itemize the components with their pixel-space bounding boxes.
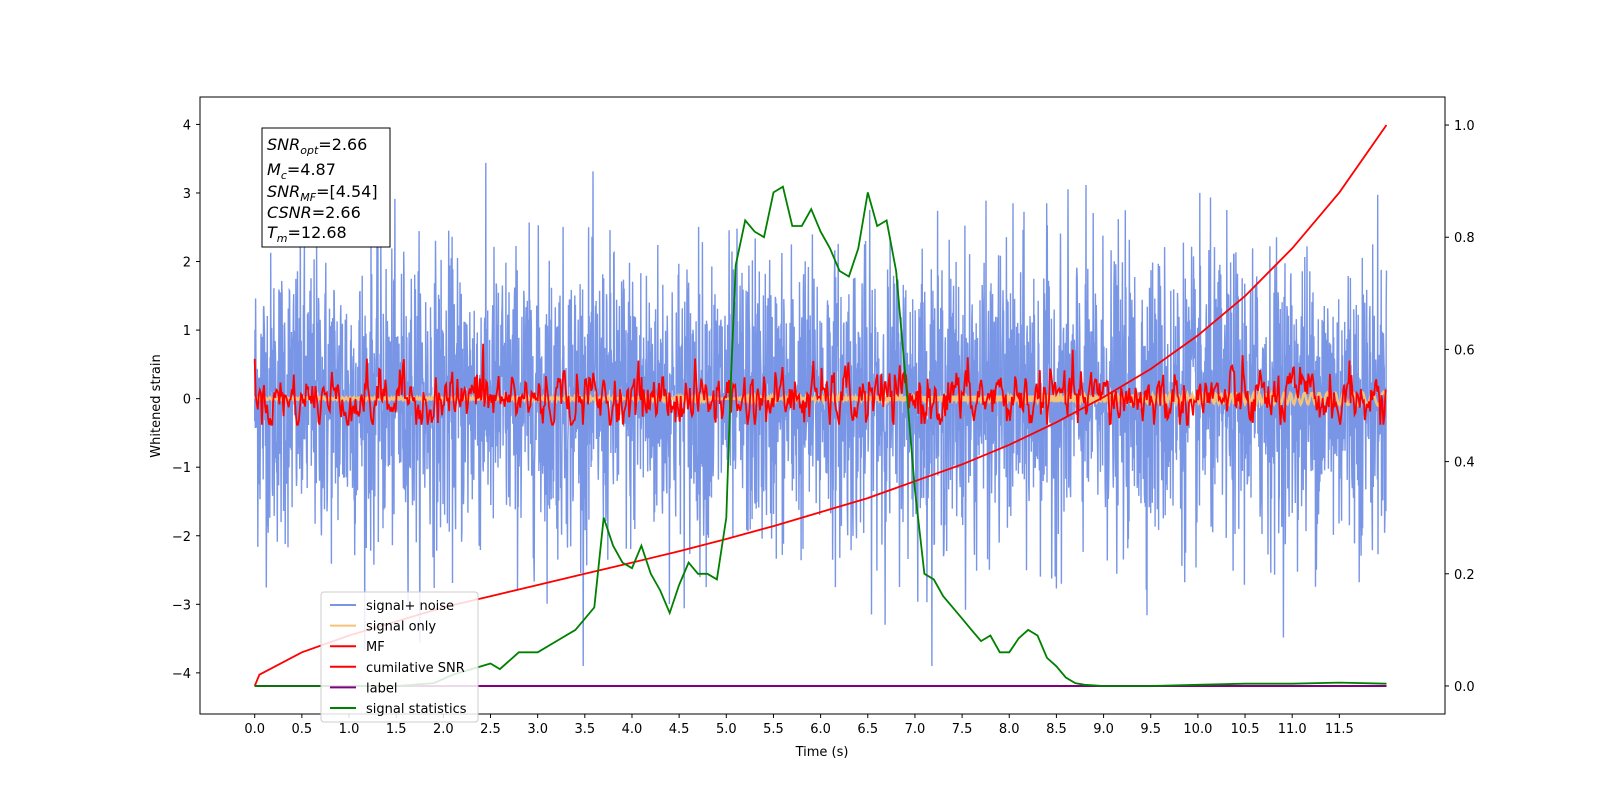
x-axis-ticks: 0.0 0.5 1.0 1.5 2.0 2.5 3.0 3.5 4.0 4.5 5.0 5.5 6.0 6… [244,714,1354,737]
x-tick-label: 9.5 [1140,722,1161,737]
x-tick-label: 8.0 [999,722,1020,737]
x-tick-label: 0.0 [244,722,265,737]
x-tick-label: 7.0 [905,722,926,737]
legend-label: signal statistics [366,702,467,717]
info-snr-mf: SNRMF=[4.54] [267,182,378,204]
x-tick-label: 9.0 [1093,722,1114,737]
axes-frame [199,96,1446,715]
series-signal-statistics [254,185,1387,687]
x-tick-label: 6.5 [857,722,878,737]
y-axis-label: Whitened strain [149,354,164,457]
y-tick-label: −2 [172,530,191,545]
y-tick-label: −1 [172,461,191,476]
y2-tick-label: 0.4 [1454,456,1475,471]
y-tick-label: −4 [172,667,191,682]
y2-tick-label: 0.0 [1454,680,1475,695]
legend-label: MF [366,640,385,655]
info-box: SNRopt=2.66 Mc=4.87 SNRMF=[4.54] CSNR=2.… [261,127,391,248]
x-tick-label: 3.0 [527,722,548,737]
legend-items: signal+ noise signal only MF cumilative SNR… [330,599,467,717]
x-tick-label: 11.0 [1278,722,1307,737]
legend-label: cumilative SNR [366,661,465,676]
legend-label: signal only [366,620,436,635]
y-tick-label: −3 [172,598,191,613]
info-tm: Tm=12.68 [267,223,347,245]
info-csnr: CSNR=2.66 [267,203,361,222]
x-tick-label: 10.0 [1183,722,1212,737]
legend-label: label [366,681,397,696]
y-tick-label: 3 [183,187,191,202]
y-tick-label: 0 [183,393,191,408]
y2-tick-label: 0.6 [1454,343,1475,358]
y-tick-label: 4 [183,118,191,133]
info-box-frame [261,127,391,248]
legend-frame [320,591,479,723]
x-axis-label: Time (s) [795,745,849,760]
x-tick-label: 2.5 [480,722,501,737]
x-tick-label: 6.0 [810,722,831,737]
legend: signal+ noise signal only MF cumilative SNR… [320,591,479,723]
x-tick-label: 10.5 [1231,722,1260,737]
x-tick-label: 3.5 [574,722,595,737]
y2-tick-label: 0.2 [1454,568,1475,583]
x-tick-label: 7.5 [952,722,973,737]
x-tick-label: 4.5 [669,722,690,737]
y2-tick-label: 1.0 [1454,119,1475,134]
x-tick-label: 0.5 [292,722,313,737]
y-tick-label: 2 [183,256,191,271]
legend-label: signal+ noise [366,599,454,614]
x-tick-label: 4.0 [622,722,643,737]
y2-tick-label: 0.8 [1454,231,1475,246]
series-mf [253,343,1387,426]
series-signal-noise [254,162,1388,667]
info-snr-opt: SNRopt=2.66 [267,135,367,157]
x-tick-label: 8.5 [1046,722,1067,737]
x-tick-label: 5.5 [763,722,784,737]
x-tick-label: 2.0 [433,722,454,737]
info-mc: Mc=4.87 [267,160,336,182]
x-tick-label: 1.5 [386,722,407,737]
y2-axis-ticks: 1.0 0.8 0.6 0.4 0.2 0.0 [1445,119,1475,695]
x-tick-label: 1.0 [339,722,360,737]
y-axis-ticks: 4 3 2 1 0 −1 −2 −3 −4 [172,118,200,682]
y-tick-label: 1 [183,324,191,339]
x-tick-label: 5.0 [716,722,737,737]
x-tick-label: 11.5 [1325,722,1354,737]
